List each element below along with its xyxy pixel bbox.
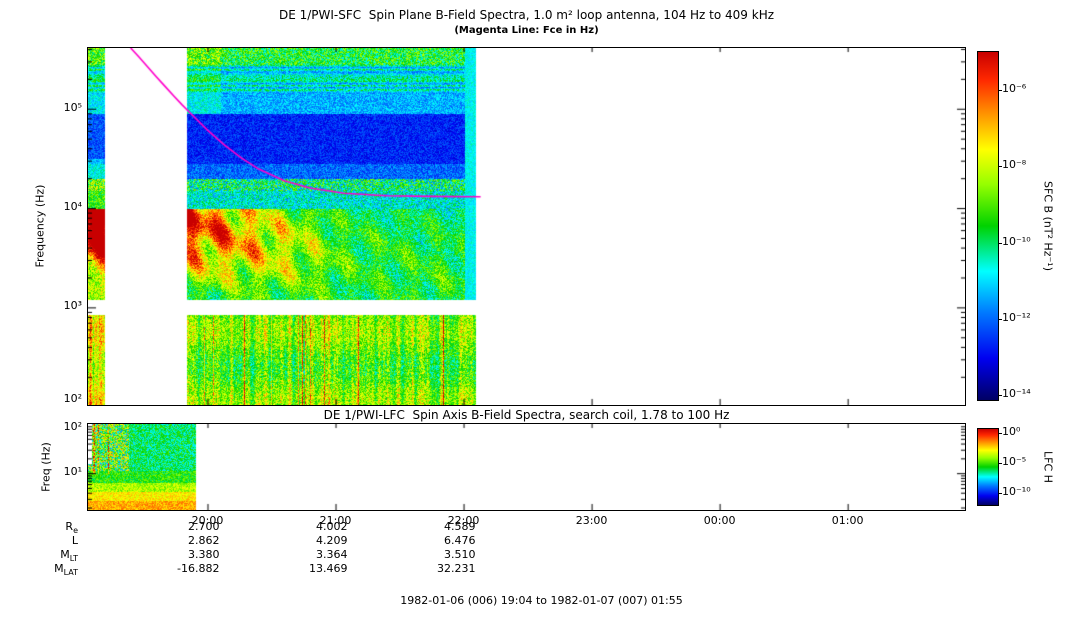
sfc-title: DE 1/PWI-SFC Spin Plane B-Field Spectra,… [278,8,775,22]
time-tick-label: 20:00 [191,514,224,527]
lfc-colorbar-label: LFC H [1041,451,1055,483]
lfc-y-tick-label: 10¹ [63,465,82,479]
time-tick-label: 01:00 [831,514,864,527]
lfc-spectrogram-canvas [87,423,966,511]
colorbar-tick-mark [998,319,1002,321]
ephemeris-row-label: MLT [60,548,78,563]
sfc-y-tick-label: 10⁴ [63,200,82,214]
colorbar-tick-mark [998,242,1002,244]
colorbar-tick-label: 10⁻⁶ [1002,82,1027,96]
sfc-colorbar [977,51,999,401]
ephemeris-value: 2.862 [187,534,220,547]
ephemeris-value: 13.469 [309,562,348,575]
ephemeris-value: -16.882 [177,562,220,575]
sfc-spectrogram-canvas [87,47,966,406]
colorbar-tick-label: 10⁻¹² [1002,311,1031,325]
colorbar-tick-label: 10⁻⁵ [1002,455,1027,469]
lfc-colorbar [977,428,999,506]
sfc-y-tick-label: 10² [63,392,82,405]
time-tick-label: 00:00 [703,514,736,527]
ephemeris-value: 4.209 [316,534,348,547]
time-tick-label: 22:00 [447,514,480,527]
colorbar-tick-label: 10⁻¹⁰ [1002,485,1031,499]
lfc-y-tick-label: 10² [63,420,82,433]
colorbar-tick-mark [998,433,1002,435]
ephemeris-value: 3.380 [187,548,220,561]
time-tick-label: 21:00 [319,514,352,527]
sfc-colorbar-label: SFC B (nT² Hz⁻¹) [1041,181,1055,271]
sfc-y-tick-label: 10⁵ [63,100,82,114]
colorbar-tick-label: 10⁻¹⁴ [1002,387,1031,401]
time-tick-label: 23:00 [575,514,608,527]
ephemeris-value: 3.510 [444,548,476,561]
colorbar-tick-mark [998,166,1002,168]
sfc-y-tick-label: 10³ [63,299,82,313]
ephemeris-value: 4.589 [444,520,476,533]
ephemeris-value: 6.476 [444,534,476,547]
colorbar-tick-label: 10⁻¹⁰ [1002,234,1031,248]
ephemeris-value: 32.231 [437,562,476,575]
sfc-subtitle: (Magenta Line: Fce in Hz) [454,25,599,36]
colorbar-tick-mark [998,463,1002,465]
lfc-title: DE 1/PWI-LFC Spin Axis B-Field Spectra, … [323,408,730,422]
colorbar-tick-mark [998,493,1002,495]
ephemeris-value: 4.002 [316,520,348,533]
ephemeris-row-label: Re [65,520,78,535]
time-range-caption: 1982-01-06 (006) 19:04 to 1982-01-07 (00… [400,594,683,607]
ephemeris-value: 2.700 [187,520,220,533]
ephemeris-row-label: MLAT [54,562,78,577]
sfc-y-axis-label: Frequency (Hz) [33,184,47,268]
colorbar-tick-mark [998,90,1002,92]
colorbar-tick-mark [998,395,1002,397]
ephemeris-value: 3.364 [316,548,348,561]
ephemeris-row-label: L [71,534,78,547]
colorbar-tick-label: 10⁻⁸ [1002,158,1027,172]
colorbar-tick-label: 10⁰ [1002,425,1021,439]
